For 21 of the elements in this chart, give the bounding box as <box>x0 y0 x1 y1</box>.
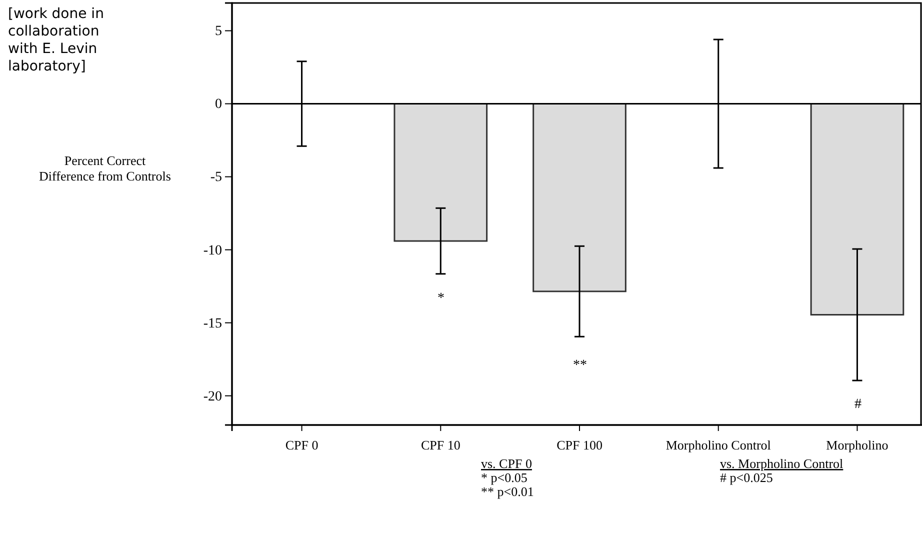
x-tick-label: Morpholino Control <box>666 438 772 453</box>
y-axis-title: Percent Correct Difference from Controls <box>39 153 171 184</box>
y-tick-label: -10 <box>203 243 222 258</box>
y-tick-label: -15 <box>203 316 222 332</box>
text: ** p<0.01 <box>481 484 534 499</box>
annotation: # <box>854 397 862 412</box>
x-tick-label: CPF 100 <box>556 438 602 453</box>
y-tick-label: -20 <box>203 389 222 404</box>
text: # p<0.025 <box>720 470 773 485</box>
text: vs. CPF 0 <box>481 456 532 471</box>
x-tick-label: CPF 10 <box>420 438 460 453</box>
y-tick-label: 5 <box>215 24 222 40</box>
y-tick-label: -5 <box>210 170 222 186</box>
x-tick-label: Morpholino <box>826 438 888 453</box>
annotation: * <box>438 291 444 306</box>
y-tick-label: 0 <box>215 97 222 112</box>
text: [work done in collaboration with E. Levin laboratory] <box>8 6 104 74</box>
annotation: ** <box>573 358 587 373</box>
text: * p<0.05 <box>481 470 528 485</box>
x-tick-label: CPF 0 <box>285 438 318 453</box>
text: vs. Morpholino Control <box>720 456 844 471</box>
